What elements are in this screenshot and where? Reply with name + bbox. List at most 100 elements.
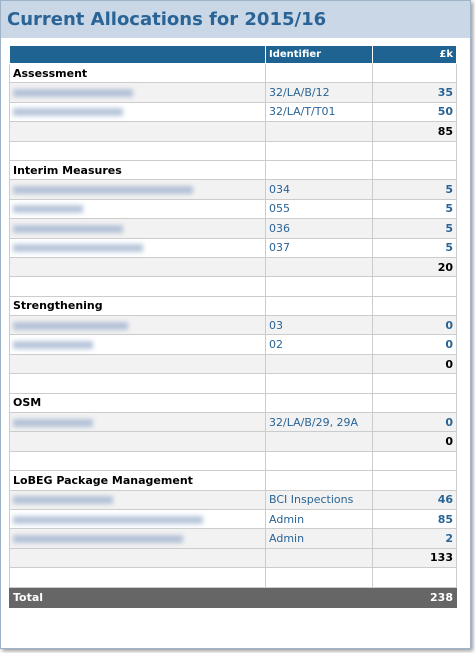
- item-identifier: Admin: [265, 508, 373, 530]
- item-identifier: 034: [265, 179, 373, 200]
- cell: [372, 470, 457, 491]
- cell: [372, 295, 457, 317]
- section-row: LoBEG Package Management: [9, 470, 457, 491]
- item-row: BCI Inspections 46: [9, 489, 457, 510]
- cell: [265, 62, 373, 84]
- total-row: Total 238: [9, 586, 457, 608]
- redacted-name: [13, 205, 83, 214]
- item-row: Admin 85: [9, 508, 457, 530]
- subtotal: 20: [372, 256, 457, 278]
- item-amount: 0: [372, 412, 457, 433]
- cell: [265, 470, 373, 491]
- item-amount: 5: [372, 218, 457, 239]
- identifier-header: Identifier: [265, 45, 373, 64]
- cell: [265, 373, 373, 394]
- cell: [9, 121, 266, 142]
- item-identifier: 32/LA/B/29, 29A: [265, 412, 373, 433]
- item-name: [9, 528, 266, 549]
- subtotal: 0: [372, 431, 457, 452]
- cell: [265, 256, 373, 278]
- subtotal-row: 85: [9, 121, 457, 142]
- item-name: [9, 101, 266, 123]
- redacted-name: [13, 224, 123, 233]
- item-name: [9, 315, 266, 336]
- cell: [265, 392, 373, 414]
- cell: [372, 159, 457, 181]
- cell: [372, 62, 457, 84]
- redacted-name: [13, 321, 128, 330]
- item-identifier: 055: [265, 198, 373, 220]
- redacted-name: [13, 418, 93, 427]
- item-name: [9, 489, 266, 510]
- cell: [265, 547, 373, 569]
- item-amount: 5: [372, 198, 457, 220]
- cell: [9, 567, 266, 588]
- item-amount: 46: [372, 489, 457, 510]
- total-amount: 238: [372, 586, 457, 608]
- item-identifier: 02: [265, 334, 373, 355]
- section-title: OSM: [9, 392, 266, 414]
- section-row: Strengthening: [9, 295, 457, 317]
- item-name: [9, 82, 266, 103]
- cell: [9, 373, 266, 394]
- cell: [265, 567, 373, 588]
- item-row: 036 5: [9, 218, 457, 239]
- cell: [372, 450, 457, 472]
- subtotal-row: 133: [9, 547, 457, 569]
- blank-row: [9, 276, 457, 297]
- redacted-name: [13, 341, 93, 350]
- section-title: LoBEG Package Management: [9, 470, 266, 491]
- item-identifier: Admin: [265, 528, 373, 549]
- cell: [372, 276, 457, 297]
- redacted-name: [13, 496, 113, 505]
- subtotal: 85: [372, 121, 457, 142]
- item-name: [9, 179, 266, 200]
- item-identifier: BCI Inspections: [265, 489, 373, 510]
- item-identifier: 32/LA/T/T01: [265, 101, 373, 123]
- item-identifier: 037: [265, 237, 373, 258]
- redacted-name: [13, 244, 143, 253]
- allocations-table: Identifier £k Assessment 32/LA/B/12 35 32/L…: [9, 45, 457, 608]
- cell: [372, 392, 457, 414]
- item-row: 037 5: [9, 237, 457, 258]
- cell: [9, 450, 266, 472]
- redacted-name: [13, 89, 133, 98]
- item-amount: 85: [372, 508, 457, 530]
- item-row: 055 5: [9, 198, 457, 220]
- item-row: 03 0: [9, 315, 457, 336]
- item-amount: 35: [372, 82, 457, 103]
- cell: [9, 547, 266, 569]
- item-identifier: 03: [265, 315, 373, 336]
- blank-row: [9, 373, 457, 394]
- subtotal-row: 20: [9, 256, 457, 278]
- section-row: Interim Measures: [9, 159, 457, 181]
- item-row: Admin 2: [9, 528, 457, 549]
- panel-title: Current Allocations for 2015/16: [1, 1, 470, 38]
- item-amount: 2: [372, 528, 457, 549]
- cell: [9, 140, 266, 161]
- item-row: 32/LA/T/T01 50: [9, 101, 457, 123]
- total-label: Total: [9, 586, 266, 608]
- cell: [265, 276, 373, 297]
- item-identifier: 32/LA/B/12: [265, 82, 373, 103]
- cell: [265, 159, 373, 181]
- cell: [265, 121, 373, 142]
- subtotal-row: 0: [9, 353, 457, 375]
- blank-row: [9, 140, 457, 161]
- section-row: OSM: [9, 392, 457, 414]
- header-row: Identifier £k: [9, 45, 457, 64]
- item-row: 32/LA/B/12 35: [9, 82, 457, 103]
- item-name: [9, 508, 266, 530]
- cell: [265, 295, 373, 317]
- cell: [265, 586, 373, 608]
- cell: [372, 567, 457, 588]
- redacted-name: [13, 108, 123, 117]
- redacted-name: [13, 515, 203, 524]
- section-title: Strengthening: [9, 295, 266, 317]
- item-row: 02 0: [9, 334, 457, 355]
- cell: [9, 256, 266, 278]
- item-amount: 50: [372, 101, 457, 123]
- subtotal-row: 0: [9, 431, 457, 452]
- section-row: Assessment: [9, 62, 457, 84]
- cell: [265, 450, 373, 472]
